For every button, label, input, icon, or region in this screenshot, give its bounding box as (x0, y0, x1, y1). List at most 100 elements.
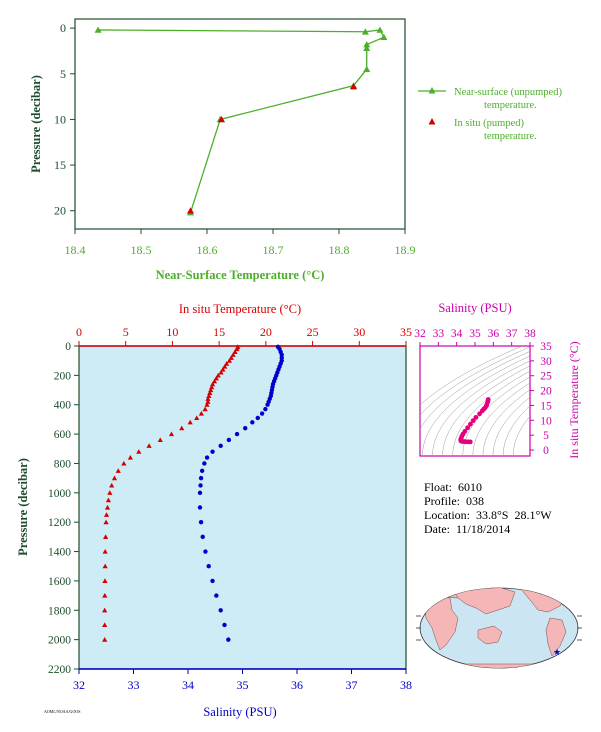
salinity-point (218, 608, 223, 613)
temperature-point (228, 355, 234, 360)
pressure-tick-label: 1000 (48, 488, 71, 500)
salinity-point (203, 549, 208, 554)
salinity-point (218, 443, 223, 449)
ts-ticks: 32 33 34 35 36 37 38 0 5 10 15 20 25 30 35 (414, 328, 552, 457)
temperature-point (226, 358, 233, 363)
map-ticks (416, 615, 582, 641)
temperature-point (104, 504, 111, 510)
main-series (102, 344, 284, 642)
top-x-tick-label: 18.4 (65, 243, 86, 257)
salinity-point (255, 415, 260, 421)
salinity-tick-label: 32 (73, 678, 85, 692)
near-surface-point (361, 28, 369, 35)
density-contour-line (502, 405, 530, 456)
pressure-tick-label: 800 (54, 458, 72, 470)
salinity-point (206, 564, 211, 569)
pressure-tick-label: 0 (65, 341, 71, 353)
temperature-point (222, 363, 228, 369)
pressure-tick-label: 1600 (48, 576, 71, 588)
ts-y-tick-label: 20 (540, 386, 552, 398)
ts-y-tick-label: 35 (540, 341, 552, 353)
temperature-point (102, 622, 108, 628)
salinity-point (234, 431, 240, 437)
top-y-tick-label: 0 (60, 21, 66, 35)
top-x-ticks: 18.4 18.5 18.6 18.7 18.8 18.9 (65, 229, 416, 257)
salinity-point (199, 468, 205, 473)
temperature-point (230, 352, 236, 357)
density-contour-line (482, 389, 530, 456)
ts-y-tick-label: 0 (543, 445, 549, 457)
ts-point (470, 418, 476, 424)
in-situ-point (350, 83, 358, 90)
temperature-point (205, 399, 211, 404)
temperature-point (136, 449, 142, 454)
top-x-tick-label: 18.7 (263, 243, 284, 257)
ts-y-tick-label: 15 (540, 400, 552, 412)
salinity-point (198, 475, 204, 481)
salinity-tick-label: 37 (346, 678, 358, 692)
salinity-tick-label: 35 (237, 678, 249, 692)
salinity-point (243, 426, 248, 431)
temperature-point (234, 346, 240, 352)
temperature-point (102, 592, 108, 598)
legend-label-in-situ-2: temperature. (484, 131, 537, 142)
pressure-tick-label: 600 (54, 429, 72, 441)
pressure-tick-label: 2200 (48, 664, 71, 676)
ts-x-tick-label: 34 (451, 328, 463, 340)
salinity-point (222, 622, 227, 628)
ts-series (458, 397, 491, 445)
main-chart: 0 5 10 15 20 25 30 35 32 33 34 35 36 37 38 0 200 400 600… (16, 302, 412, 719)
temperature-point (103, 512, 110, 517)
temperature-point (194, 415, 200, 421)
temperature-point (205, 396, 211, 401)
salinity-point (265, 402, 270, 407)
temperature-point (208, 387, 214, 393)
top-legend: Near-surface (unpumped) temperature. In … (418, 87, 562, 142)
ts-y-tick-label: 5 (543, 430, 549, 442)
top-x-tick-label: 18.5 (131, 243, 152, 257)
temperature-axis-label: In situ Temperature (°C) (179, 302, 301, 316)
temperature-point (103, 519, 109, 525)
density-contour-line (472, 382, 530, 456)
salinity-point (259, 411, 265, 416)
temperature-point (232, 349, 238, 354)
temperature-tick-label: 20 (260, 325, 272, 339)
near-surface-point (363, 44, 371, 52)
temperature-point (179, 425, 185, 431)
legend-label-near-surface: Near-surface (unpumped) (454, 87, 562, 98)
density-contour-line (422, 355, 530, 456)
temperature-point (215, 372, 221, 378)
temperature-point (127, 454, 133, 460)
salinity-point (198, 519, 204, 525)
salinity-point (200, 534, 205, 540)
density-contour-line (420, 346, 523, 406)
float-location: Location: 33.8°S 28.1°W (424, 508, 552, 522)
temperature-tick-label: 5 (123, 325, 129, 339)
pressure-tick-label: 1400 (48, 547, 71, 559)
temperature-point (168, 431, 175, 437)
temperature-point (102, 548, 108, 554)
ts-point (477, 411, 482, 417)
salinity-point (198, 483, 203, 488)
legend-label-near-surface-2: temperature. (484, 100, 537, 111)
ts-point (473, 414, 479, 420)
density-contours (420, 346, 530, 456)
salinity-point (226, 437, 232, 443)
salinity-point (197, 490, 203, 496)
footnote: AOML/NOAA/GOOS (44, 709, 80, 714)
salinity-axis-label: Salinity (PSU) (203, 705, 276, 719)
temperature-point (206, 393, 212, 398)
top-y-tick-label: 15 (54, 158, 66, 172)
temperature-point (115, 468, 121, 473)
temperature-point (107, 490, 113, 495)
top-y-axis-label: Pressure (decibar) (29, 75, 43, 173)
ts-point (468, 421, 473, 427)
density-contour-line (442, 365, 530, 456)
float-id: Float: 6010 (424, 480, 483, 494)
salinity-point (204, 455, 210, 460)
temperature-point (209, 384, 215, 390)
salinity-point (250, 420, 255, 425)
temperature-point (210, 381, 216, 387)
